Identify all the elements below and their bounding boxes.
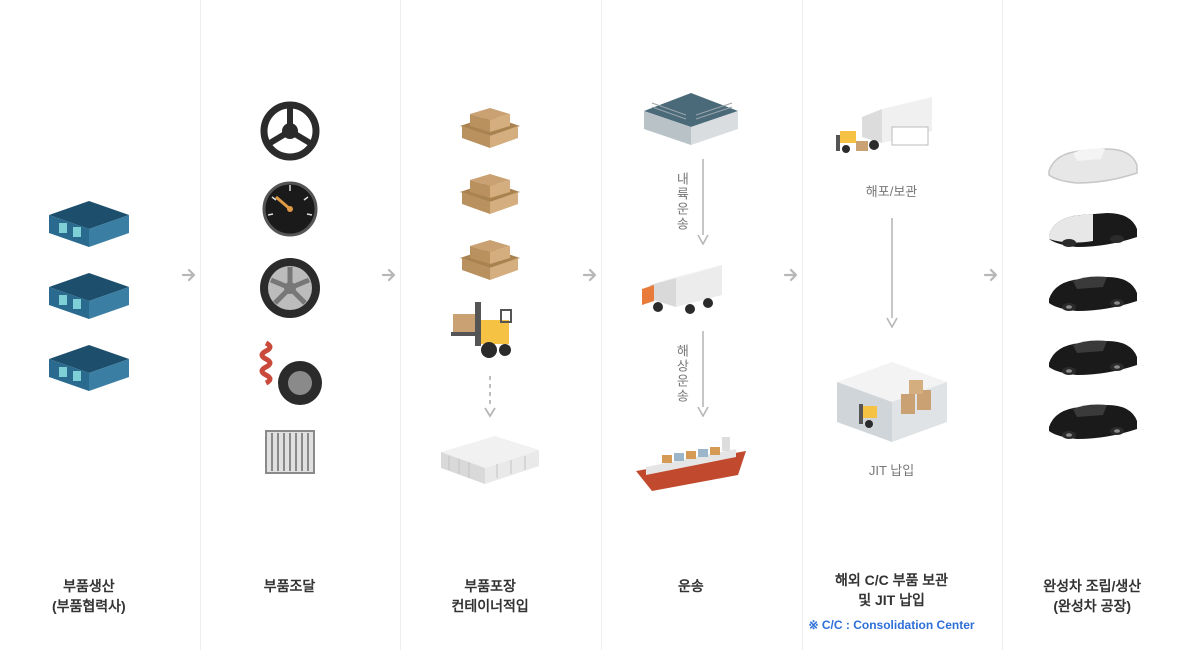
stage-packaging: 부품포장 컨테이너적입: [400, 0, 579, 650]
steering-wheel-icon: [258, 99, 322, 163]
flow-arrow-icon: [780, 0, 802, 650]
factory-icon: [45, 333, 133, 391]
stage-label: 부품조달: [264, 568, 316, 640]
stage-label: 해외 C/C 부품 보관 및 JIT 납입 ※ C/C : Consolidat…: [808, 562, 974, 640]
stage-parts-procurement: 부품조달: [200, 0, 379, 650]
suspension-icon: [250, 335, 330, 409]
stage-label: 부품포장 컨테이너적입: [452, 568, 529, 640]
forklift-icon: [445, 294, 535, 366]
stage-label: 부품생산 (부품협력사): [52, 568, 126, 640]
flow-arrow-icon: [579, 0, 601, 650]
car-black-icon: [1037, 393, 1147, 443]
flow-arrow-icon: [178, 0, 200, 650]
car-black-icon: [1037, 329, 1147, 379]
stage-label: 완성차 조립/생산 (완성차 공장): [1043, 568, 1141, 640]
radiator-icon: [258, 423, 322, 481]
stage-cc-jit: 해포/보관 JIT 납입 해외 C/C 부품 보관 및 JIT 납입 ※ C/C…: [802, 0, 981, 650]
pallet-boxes-icon: [450, 228, 530, 284]
stage-parts-production: 부품생산 (부품협력사): [0, 0, 178, 650]
wheel-icon: [257, 255, 323, 321]
car-black-icon: [1037, 265, 1147, 315]
truck-icon: [636, 259, 746, 317]
inland-transport-label: 내륙운송: [672, 172, 691, 232]
sea-transport-label: 해상운송: [672, 344, 691, 404]
stage-transport: 내륙운송 해상운송 운송: [601, 0, 780, 650]
cargo-ship-icon: [626, 431, 756, 495]
container-icon: [435, 428, 545, 484]
factory-icon: [45, 261, 133, 319]
jit-delivery-label: JIT 납입: [869, 460, 914, 479]
stage-label: 운송: [678, 568, 704, 640]
car-frame-icon: [1037, 137, 1147, 187]
gauge-icon: [258, 177, 322, 241]
inland-transport-arrow: 내륙운송: [672, 159, 709, 245]
pallet-boxes-icon: [450, 96, 530, 152]
car-half-icon: [1037, 201, 1147, 251]
flow-arrow-icon: [378, 0, 400, 650]
dash-arrow-down-icon: [484, 376, 496, 418]
flow-arrow-icon: [980, 0, 1002, 650]
stage-assembly: 완성차 조립/생산 (완성차 공장): [1002, 0, 1181, 650]
cc-definition-note: ※ C/C : Consolidation Center: [808, 617, 974, 634]
arrow-down-icon: [886, 218, 898, 328]
warehouse-icon: [636, 85, 746, 145]
sea-transport-arrow: 해상운송: [672, 331, 709, 417]
unpack-store-label: 해포/보관: [866, 181, 917, 200]
pallet-boxes-icon: [450, 162, 530, 218]
unloading-truck-icon: [832, 91, 952, 163]
supply-chain-flow: 부품생산 (부품협력사) 부품조달 부품포장 컨테이너적입: [0, 0, 1181, 650]
cc-warehouse-icon: [827, 342, 957, 442]
factory-icon: [45, 189, 133, 247]
